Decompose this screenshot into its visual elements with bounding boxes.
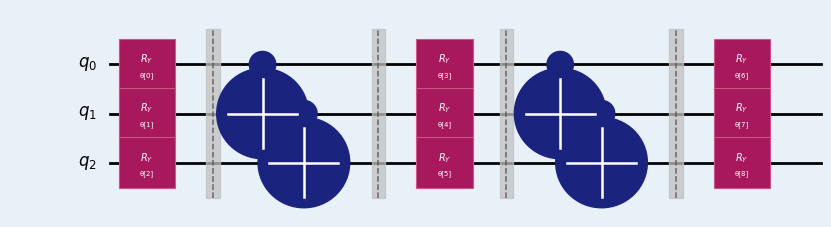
- Ellipse shape: [217, 69, 308, 158]
- Text: θ[3]: θ[3]: [437, 72, 451, 79]
- Bar: [499, 29, 513, 198]
- Text: $q_2$: $q_2$: [78, 153, 97, 172]
- Text: $R_Y$: $R_Y$: [140, 102, 154, 116]
- Text: $R_Y$: $R_Y$: [140, 151, 154, 165]
- Text: θ[2]: θ[2]: [140, 170, 154, 177]
- Bar: [206, 29, 219, 198]
- Ellipse shape: [588, 101, 615, 126]
- Text: $R_Y$: $R_Y$: [140, 53, 154, 67]
- FancyBboxPatch shape: [416, 39, 473, 90]
- Ellipse shape: [547, 52, 573, 78]
- FancyBboxPatch shape: [714, 88, 770, 139]
- FancyBboxPatch shape: [714, 39, 770, 90]
- Ellipse shape: [556, 118, 647, 207]
- Text: θ[1]: θ[1]: [140, 121, 154, 128]
- Bar: [669, 29, 682, 198]
- Text: θ[5]: θ[5]: [437, 170, 451, 177]
- FancyBboxPatch shape: [119, 39, 175, 90]
- FancyBboxPatch shape: [119, 137, 175, 188]
- FancyBboxPatch shape: [714, 137, 770, 188]
- FancyBboxPatch shape: [416, 137, 473, 188]
- Text: $R_Y$: $R_Y$: [735, 102, 749, 116]
- Text: $q_1$: $q_1$: [78, 104, 97, 123]
- Ellipse shape: [291, 101, 317, 126]
- Text: θ[0]: θ[0]: [140, 72, 154, 79]
- FancyBboxPatch shape: [416, 88, 473, 139]
- Text: θ[8]: θ[8]: [735, 170, 750, 177]
- Ellipse shape: [249, 52, 276, 78]
- Text: θ[4]: θ[4]: [437, 121, 451, 128]
- Ellipse shape: [258, 118, 349, 207]
- Bar: [371, 29, 385, 198]
- Text: $R_Y$: $R_Y$: [735, 151, 749, 165]
- FancyBboxPatch shape: [119, 88, 175, 139]
- Text: $R_Y$: $R_Y$: [735, 53, 749, 67]
- Text: $q_0$: $q_0$: [78, 55, 97, 74]
- Text: $R_Y$: $R_Y$: [438, 151, 451, 165]
- Text: θ[7]: θ[7]: [735, 121, 750, 128]
- Ellipse shape: [514, 69, 606, 158]
- Text: $R_Y$: $R_Y$: [438, 53, 451, 67]
- Text: $R_Y$: $R_Y$: [438, 102, 451, 116]
- Text: θ[6]: θ[6]: [735, 72, 750, 79]
